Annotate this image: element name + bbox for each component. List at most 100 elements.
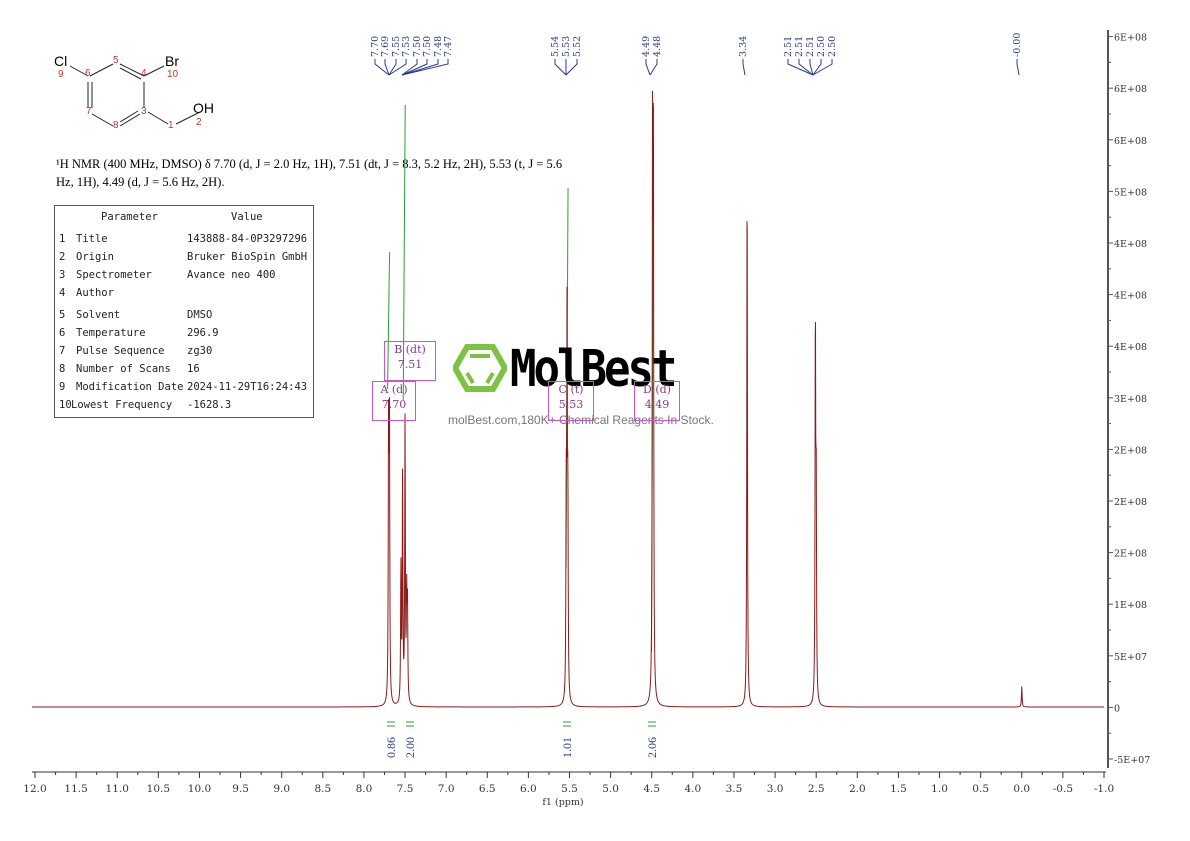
svg-text:7.53: 7.53 [401,36,412,57]
svg-text:4E+08: 4E+08 [1114,239,1147,250]
svg-text:6E+08: 6E+08 [1114,33,1147,44]
svg-text:2.51: 2.51 [805,36,816,57]
row-param: Lowest Frequency [71,399,173,411]
ring-num: 7 [86,106,92,117]
header-parameter: Parameter [101,211,158,223]
svg-text:-0.5: -0.5 [1053,783,1073,795]
table-row: 3 Spectrometer Avance neo 400 [59,269,311,287]
row-value: Avance neo 400 [187,269,276,281]
table-row: 2 Origin Bruker BioSpin GmbH [59,251,311,269]
svg-text:1E+08: 1E+08 [1114,600,1147,611]
svg-text:5E+07: 5E+07 [1114,652,1147,663]
row-index: 4 [59,287,66,299]
ring-num: 4 [141,68,147,79]
annotation-box-b: B (dt) 7.51 [384,341,436,381]
atom-oh: OH [193,100,214,116]
svg-text:0: 0 [1114,703,1120,714]
svg-text:2.00: 2.00 [403,737,417,758]
nmr-summary: ¹H NMR (400 MHz, DMSO) δ 7.70 (d, J = 2.… [56,155,616,191]
svg-text:7.50: 7.50 [412,36,423,57]
row-value: -1628.3 [187,399,232,411]
svg-text:5.52: 5.52 [572,36,583,57]
structure-bonds [69,63,201,127]
row-param: Title [76,233,108,245]
annotation-value: 5.53 [558,398,584,411]
svg-text:5E+08: 5E+08 [1114,187,1147,198]
row-param: Author [76,287,114,299]
svg-text:7.48: 7.48 [433,36,444,57]
ring-num: 3 [141,106,147,117]
svg-text:2E+08: 2E+08 [1114,497,1147,508]
atom-num-oh: 2 [196,117,202,128]
svg-text:f1 (ppm): f1 (ppm) [542,797,583,808]
svg-text:10.5: 10.5 [147,783,170,795]
atom-br: Br [165,53,179,69]
row-param: Pulse Sequence [76,345,165,357]
svg-text:0.86: 0.86 [384,737,398,758]
annotation-box-d: D (d) 4.49 [634,381,680,421]
svg-text:4.48: 4.48 [652,36,663,57]
table-row: 4 Author [59,287,311,305]
row-index: 8 [59,363,66,375]
table-row: 5 Solvent DMSO [59,309,311,327]
svg-text:11.5: 11.5 [64,783,87,795]
row-index: 1 [59,233,66,245]
svg-text:1.01: 1.01 [560,737,574,758]
svg-text:10.0: 10.0 [188,783,211,795]
atom-cl: Cl [54,53,68,69]
svg-text:11.0: 11.0 [106,783,129,795]
annotation-box-a: A (d) 7.70 [372,381,416,421]
table-row: 10 Lowest Frequency -1628.3 [59,399,311,417]
svg-text:7.5: 7.5 [397,783,414,795]
annotation-value: 4.49 [644,398,670,411]
svg-text:-0.00: -0.00 [1012,33,1023,57]
svg-text:-1.0: -1.0 [1094,783,1114,795]
chemical-structure: Cl 9 Br 10 OH 2 5 4 6 3 7 8 1 [40,40,240,140]
atom-num-cl: 9 [58,69,64,80]
row-value: DMSO [187,309,213,321]
svg-text:3.5: 3.5 [726,783,743,795]
annotation-label: C (t) [558,383,584,396]
row-value: 2024-11-29T16:24:43 [187,381,308,393]
row-param: Origin [76,251,114,263]
row-index: 7 [59,345,66,357]
svg-text:2.51: 2.51 [794,36,805,57]
svg-text:5.5: 5.5 [561,783,578,795]
svg-text:3.0: 3.0 [767,783,784,795]
table-row: 7 Pulse Sequence zg30 [59,345,311,363]
svg-text:1.5: 1.5 [890,783,907,795]
table-row: 6 Temperature 296.9 [59,327,311,345]
row-index: 10 [59,399,72,411]
svg-text:7.47: 7.47 [443,36,454,57]
parameter-table: Parameter Value 1 Title 143888-84-0P329729… [54,205,314,418]
watermark: MolBest molBest.com,180K+ Chemical Reage… [448,340,750,430]
svg-text:0.0: 0.0 [1013,783,1030,795]
svg-text:2E+08: 2E+08 [1114,445,1147,456]
svg-text:4.49: 4.49 [641,36,652,57]
svg-text:5.54: 5.54 [550,36,561,57]
svg-text:-5E+07: -5E+07 [1114,755,1150,766]
row-index: 9 [59,381,66,393]
annotation-label: B (dt) [394,343,426,356]
row-index: 6 [59,327,66,339]
annotation-label: D (d) [643,383,671,396]
annotation-value: 7.51 [397,358,423,371]
row-param: Spectrometer [76,269,152,281]
ring-num: 5 [113,55,119,66]
svg-text:7.55: 7.55 [391,36,402,57]
row-value: 16 [187,363,200,375]
y-axis: -5E+07 0 5E+07 1E+08 2E+08 2E+08 2E+08 3E+08 4E+… [1107,30,1150,768]
benzene-logo-icon [453,344,507,392]
svg-text:1.0: 1.0 [931,783,948,795]
svg-text:8.5: 8.5 [314,783,331,795]
row-index: 5 [59,309,66,321]
svg-text:3E+08: 3E+08 [1114,394,1147,405]
svg-text:2.06: 2.06 [645,737,659,758]
svg-text:2.50: 2.50 [827,36,838,57]
peak-labels: 7.70 7.69 7.55 7.53 7.50 7.50 7.48 7.47 5.54 5.53… [370,33,1023,76]
svg-text:2.0: 2.0 [849,783,866,795]
svg-text:4E+08: 4E+08 [1114,342,1147,353]
svg-text:7.0: 7.0 [438,783,455,795]
svg-text:7.70: 7.70 [370,36,381,57]
